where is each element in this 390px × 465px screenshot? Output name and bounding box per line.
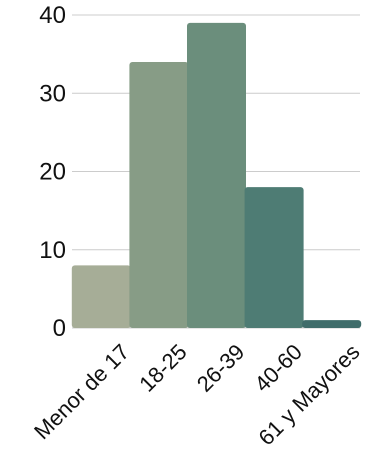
bar	[129, 61, 189, 328]
bar	[244, 187, 304, 328]
bar	[302, 320, 362, 328]
y-tick-label: 0	[53, 315, 66, 342]
x-tick-label: 26-39	[192, 339, 249, 396]
bar	[71, 265, 131, 328]
y-tick-label: 10	[39, 237, 66, 264]
y-tick-label: 30	[39, 80, 66, 107]
bar	[187, 22, 246, 328]
x-tick-label: 18-25	[134, 339, 191, 396]
bars	[71, 22, 362, 328]
y-tick-label: 40	[39, 2, 66, 29]
y-tick-label: 20	[39, 159, 66, 186]
x-tick-label: Menor de 17	[29, 339, 134, 444]
x-tick-label: 61 y Mayores	[253, 339, 364, 450]
y-axis-ticks: 0 10 20 30 40	[39, 2, 66, 342]
